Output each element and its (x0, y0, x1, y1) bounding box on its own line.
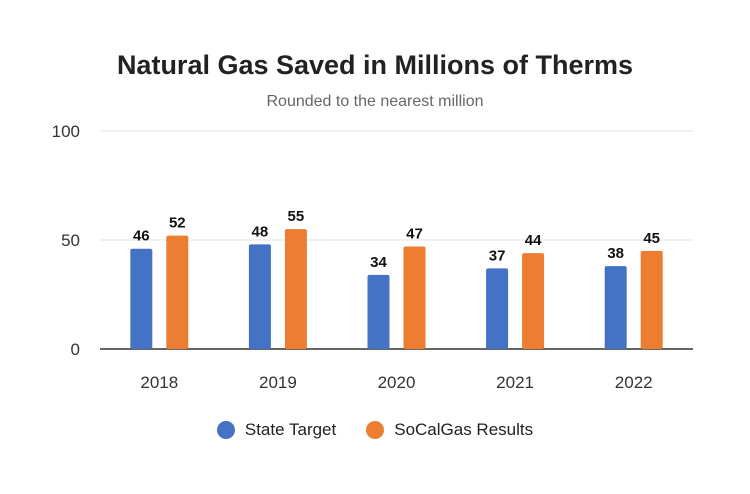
bar-state-target (367, 274, 390, 349)
x-tick-label: 2020 (378, 373, 416, 392)
data-label: 34 (370, 254, 387, 271)
x-tick-label: 2019 (259, 373, 297, 392)
bar-socalgas-results (640, 250, 663, 349)
data-label: 47 (406, 226, 423, 243)
bar-socalgas-results (166, 235, 189, 349)
x-tick-label: 2021 (496, 373, 534, 392)
bar-state-target (248, 244, 271, 349)
chart-title: Natural Gas Saved in Millions of Therms (116, 50, 634, 80)
legend-label: State Target (244, 420, 337, 439)
data-label: 38 (607, 245, 624, 262)
x-tick-label: 2022 (615, 373, 653, 392)
legend-item-socalgas-results: SoCalGas Results (366, 420, 533, 440)
bar-socalgas-results (284, 229, 307, 349)
x-tick-label: 2018 (140, 373, 178, 392)
data-label: 45 (643, 230, 660, 247)
legend-label: SoCalGas Results (394, 420, 534, 439)
data-label: 48 (252, 223, 269, 240)
data-label: 46 (133, 228, 150, 245)
data-label: 37 (489, 247, 506, 264)
y-tick-label: 0 (71, 340, 80, 359)
y-tick-label: 100 (52, 122, 80, 141)
chart-subtitle: Rounded to the nearest million (266, 93, 484, 110)
legend-swatch (366, 421, 385, 439)
data-label: 44 (525, 232, 542, 249)
bar-state-target (130, 248, 153, 349)
legend: State Target SoCalGas Results (0, 420, 750, 440)
data-label: 55 (288, 208, 305, 225)
legend-swatch (216, 421, 235, 439)
y-tick-label: 50 (61, 231, 80, 250)
bar-socalgas-results (403, 246, 426, 349)
bar-socalgas-results (522, 253, 545, 349)
bar-state-target (486, 268, 509, 349)
legend-item-state-target: State Target (216, 420, 337, 440)
bar-state-target (604, 266, 627, 349)
data-label: 52 (169, 215, 186, 232)
